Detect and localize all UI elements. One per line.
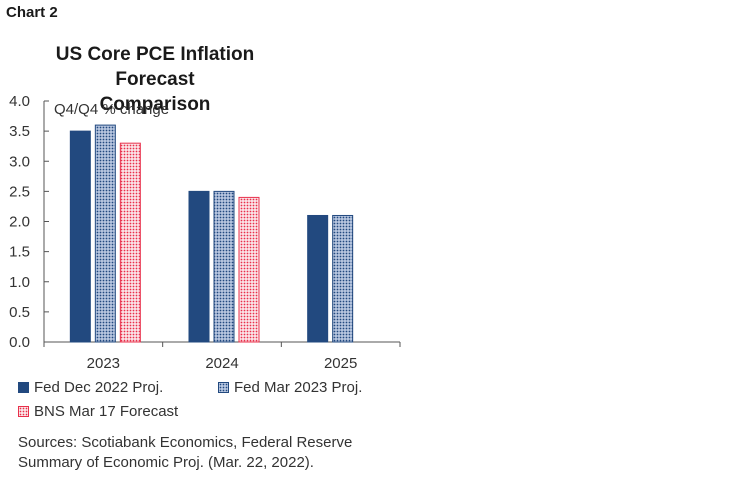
unit-label: Q4/Q4 % change — [54, 101, 169, 118]
y-tick-label: 3.5 — [9, 123, 30, 140]
bar-fed-mar-2023-proj-2025 — [332, 214, 354, 343]
chart-label: Chart 2 — [6, 4, 58, 21]
legend-label-bns: BNS Mar 17 Forecast — [34, 403, 179, 420]
bar-fed-mar-2023-proj-2023 — [94, 124, 116, 343]
bar-bns-mar-17-forecast-2023 — [119, 142, 141, 343]
bar-fed-dec-2022-proj-2023 — [69, 130, 91, 343]
bar-fed-dec-2022-proj-2024 — [188, 190, 210, 343]
legend-item-fed-mar: Fed Mar 2023 Proj. — [218, 379, 362, 396]
chart-title-line-2: Comparison — [99, 94, 211, 115]
legend-swatch-fed-mar — [218, 382, 229, 393]
y-tick-label: 0.5 — [9, 304, 30, 321]
y-tick-label: 0.0 — [9, 334, 30, 351]
bar-fed-dec-2022-proj-2025 — [307, 214, 329, 343]
bar-fed-mar-2023-proj-2024 — [213, 190, 235, 343]
sources-line-1: Sources: Scotiabank Economics, Federal R… — [18, 434, 353, 451]
x-tick-label: 2025 — [324, 355, 357, 372]
legend-swatch-fed-dec — [18, 382, 29, 393]
y-tick-label: 4.0 — [9, 93, 30, 110]
y-tick-label: 1.5 — [9, 244, 30, 261]
sources-line-2: Summary of Economic Proj. (Mar. 22, 2022… — [18, 454, 314, 471]
legend-item-fed-dec: Fed Dec 2022 Proj. — [18, 379, 163, 396]
x-tick-label: 2024 — [205, 355, 238, 372]
legend-label-fed-mar: Fed Mar 2023 Proj. — [234, 379, 363, 396]
sources-note: Sources: Scotiabank Economics, Federal R… — [18, 433, 352, 473]
legend-label-fed-dec: Fed Dec 2022 Proj. — [34, 379, 164, 396]
chart-title: US Core PCE Inflation Forecast Compariso… — [30, 42, 280, 117]
y-tick-label: 1.0 — [9, 274, 30, 291]
y-tick-label: 3.0 — [9, 153, 30, 170]
legend-swatch-bns — [18, 406, 29, 417]
bar-bns-mar-17-forecast-2024 — [238, 196, 260, 343]
chart-title-line-1: US Core PCE Inflation Forecast — [55, 44, 255, 90]
y-tick-label: 2.5 — [9, 183, 30, 200]
y-tick-label: 2.0 — [9, 214, 30, 231]
legend-item-bns: BNS Mar 17 Forecast — [18, 403, 178, 420]
x-tick-label: 2023 — [87, 355, 120, 372]
